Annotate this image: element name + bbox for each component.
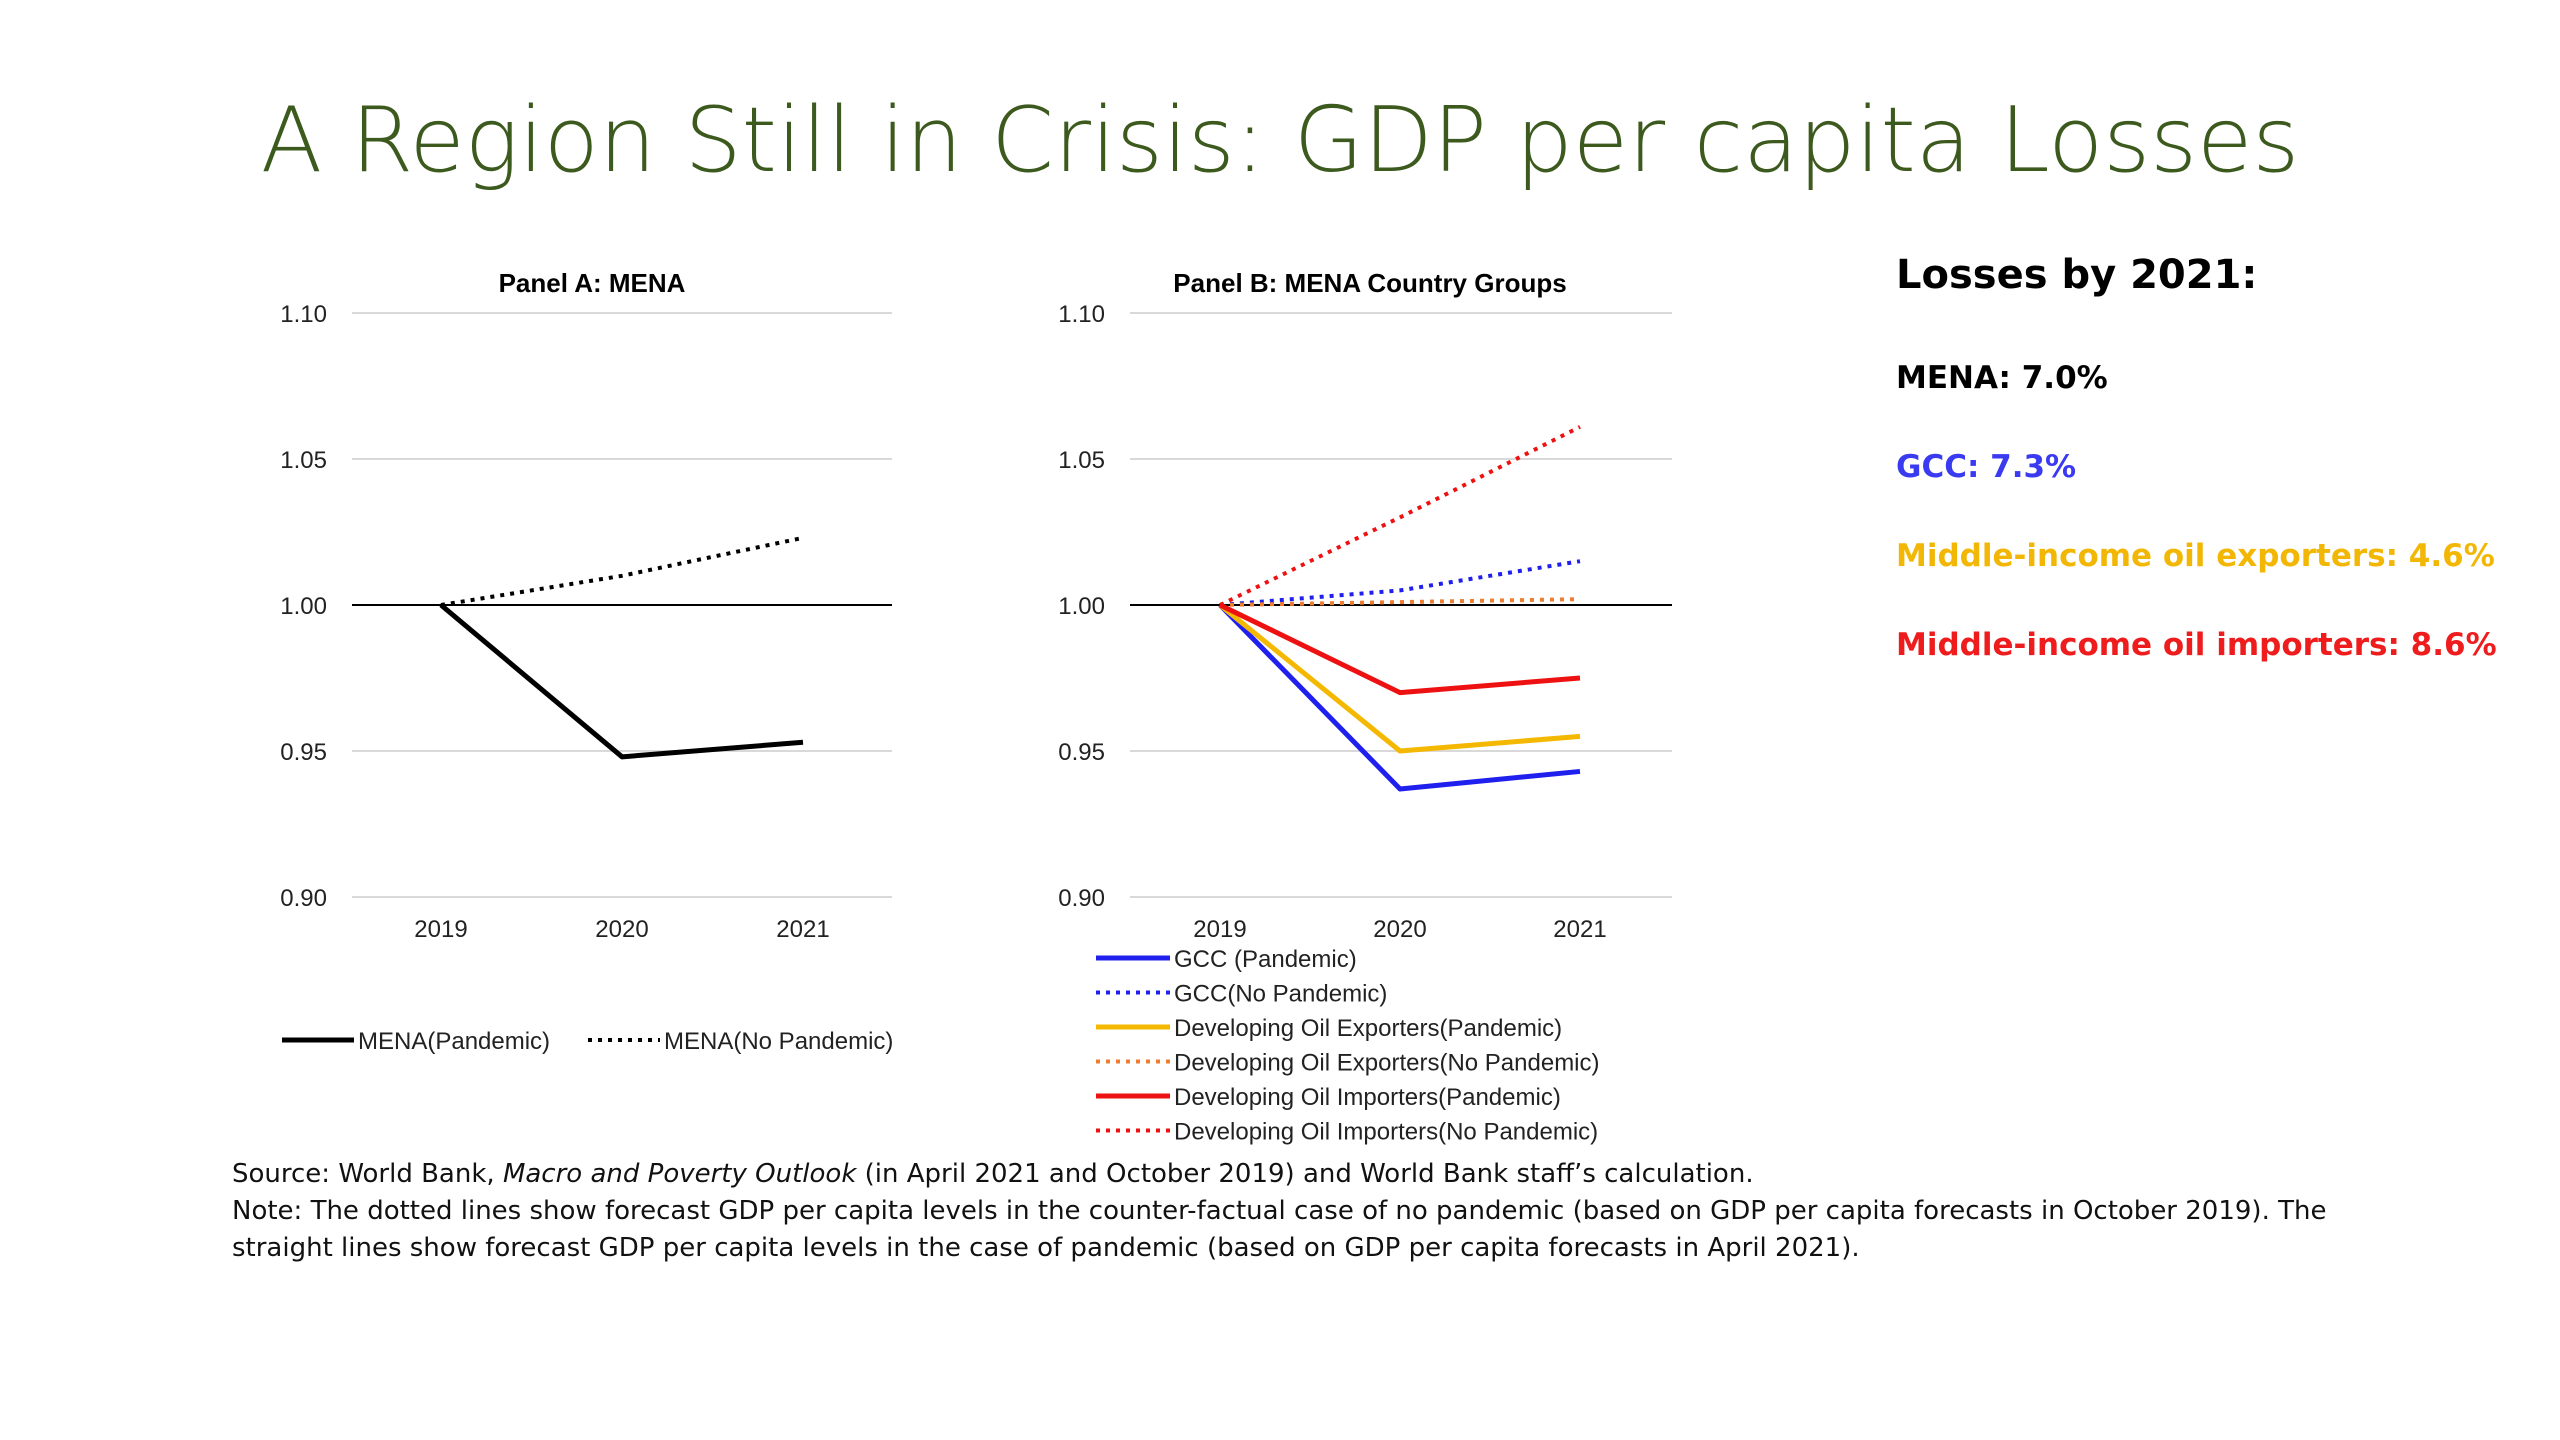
loss-mena: MENA: 7.0% (1896, 360, 2108, 396)
legend-label: GCC(No Pandemic) (1174, 981, 1387, 1008)
y-tick-label: 0.90 (1058, 885, 1105, 912)
y-tick-label: 0.95 (280, 739, 327, 766)
legend-label: Developing Oil Exporters(Pandemic) (1174, 1015, 1562, 1042)
y-tick-label: 1.05 (280, 447, 327, 474)
x-tick-label: 2020 (1373, 916, 1426, 943)
legend-label: MENA(Pandemic) (358, 1028, 550, 1055)
x-tick-label: 2021 (1553, 916, 1606, 943)
source-line: Source: World Bank, Macro and Poverty Ou… (232, 1156, 2432, 1193)
losses-panel: Losses by 2021: MENA: 7.0% GCC: 7.3% Mid… (1896, 252, 2497, 716)
losses-title: Losses by 2021: (1896, 252, 2258, 298)
series-line-mena-pandemic (439, 603, 804, 760)
x-tick-label: 2019 (1193, 916, 1246, 943)
series-line-mena-no-pandemic (440, 535, 804, 607)
legend-label: Developing Oil Importers(Pandemic) (1174, 1084, 1561, 1111)
y-tick-label: 1.10 (1058, 301, 1105, 328)
x-tick-label: 2020 (595, 916, 648, 943)
legend-label: GCC (Pandemic) (1174, 946, 1357, 973)
y-tick-label: 1.00 (1058, 593, 1105, 620)
source-suffix: (in April 2021 and October 2019) and Wor… (856, 1159, 1754, 1189)
loss-gcc: GCC: 7.3% (1896, 449, 2077, 485)
chart-panel-a: Panel A: MENA 0.90 0.95 1.00 1.05 1.10 2019 202… (280, 268, 893, 1055)
y-tick-label: 1.00 (280, 593, 327, 620)
chart-panel-b: Panel B: MENA Country Groups 0.90 0.95 1.00… (1058, 268, 1672, 1146)
note-text: Note: The dotted lines show forecast GDP… (232, 1196, 2327, 1263)
loss-oil-exporters: Middle-income oil exporters: 4.6% (1896, 538, 2495, 574)
y-tick-label: 1.05 (1058, 447, 1105, 474)
series-line-developing-oil-importers-no-pandemic (1219, 425, 1581, 607)
source-note: Source: World Bank, Macro and Poverty Ou… (232, 1156, 2432, 1267)
y-tick-label: 0.90 (280, 885, 327, 912)
legend-label: MENA(No Pandemic) (664, 1028, 893, 1055)
chart-title: Panel B: MENA Country Groups (1173, 268, 1566, 298)
y-tick-label: 0.95 (1058, 739, 1105, 766)
loss-oil-importers: Middle-income oil importers: 8.6% (1896, 627, 2497, 663)
series-line-gcc-no-pandemic (1219, 559, 1581, 607)
x-tick-label: 2019 (414, 916, 467, 943)
series-line-developing-oil-exporters-pandemic (1218, 603, 1581, 754)
legend-label: Developing Oil Importers(No Pandemic) (1174, 1119, 1598, 1146)
y-tick-label: 1.10 (280, 301, 327, 328)
slide-title: A Region Still in Crisis: GDP per capita… (260, 88, 2300, 193)
source-publication: Macro and Poverty Outlook (502, 1159, 857, 1189)
source-prefix: Source: World Bank, (232, 1159, 503, 1189)
x-tick-label: 2021 (776, 916, 829, 943)
chart-title: Panel A: MENA (499, 268, 686, 298)
legend-label: Developing Oil Exporters(No Pandemic) (1174, 1050, 1600, 1077)
